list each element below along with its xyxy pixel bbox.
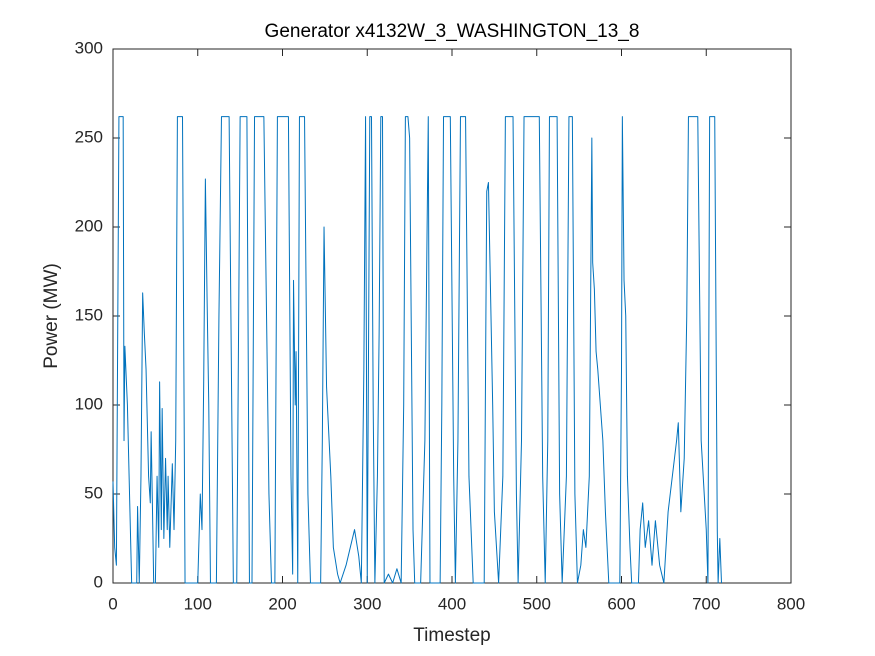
chart-title: Generator x4132W_3_WASHINGTON_13_8: [265, 21, 640, 42]
x-tick-label: 700: [692, 594, 720, 613]
y-axis-label: Power (MW): [41, 263, 62, 369]
y-tick-label: 150: [75, 305, 103, 324]
y-tick-label: 100: [75, 394, 103, 413]
x-tick-label: 400: [438, 594, 466, 613]
x-tick-label: 500: [523, 594, 551, 613]
x-tick-label: 800: [777, 594, 805, 613]
x-tick-label: 0: [108, 594, 117, 613]
y-tick-label: 0: [94, 572, 103, 591]
x-tick-label: 100: [184, 594, 212, 613]
y-tick-label: 200: [75, 216, 103, 235]
data-line: [112, 116, 722, 584]
y-tick-label: 300: [75, 38, 103, 57]
x-tick-label: 200: [268, 594, 296, 613]
x-axis-label: Timestep: [413, 625, 490, 646]
x-tick-label: 600: [607, 594, 635, 613]
y-tick-label: 50: [84, 483, 103, 502]
x-tick-label: 300: [353, 594, 381, 613]
y-tick-label: 250: [75, 127, 103, 146]
